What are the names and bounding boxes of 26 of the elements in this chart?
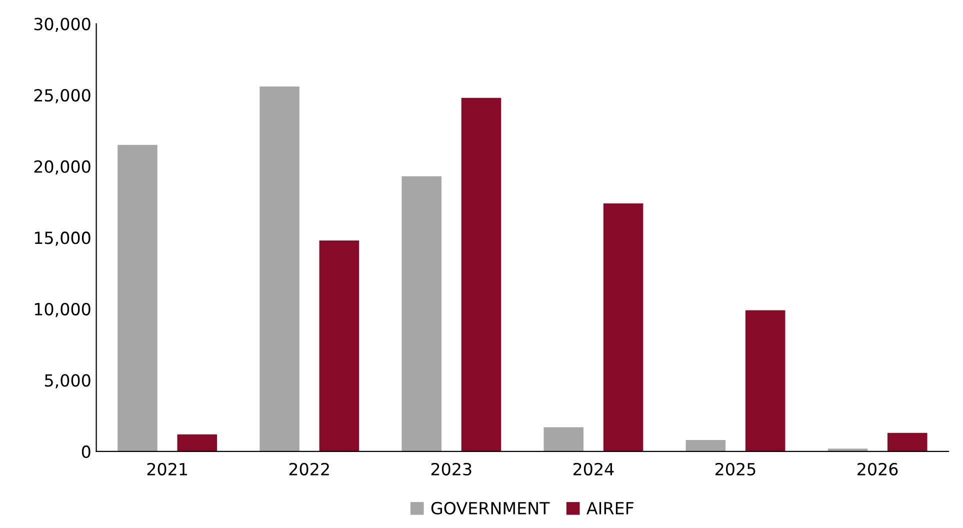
x-tick-label: 2022 <box>289 462 329 476</box>
x-tick-label: 2025 <box>716 462 756 476</box>
bar <box>887 432 928 452</box>
bar <box>319 240 360 452</box>
y-tick-label: 10,000 <box>34 302 90 318</box>
bar <box>461 98 502 452</box>
bar <box>603 203 644 452</box>
y-tick-label: 30,000 <box>34 18 90 32</box>
y-tick-label: 25,000 <box>34 89 90 104</box>
bar <box>745 310 786 452</box>
bar <box>402 176 442 452</box>
bar <box>686 440 726 452</box>
x-tick-label: 2021 <box>147 462 187 476</box>
bar <box>260 86 300 452</box>
x-tick-label: 2026 <box>858 462 898 476</box>
y-tick-label: 5,000 <box>45 374 90 388</box>
y-tick-label: 0 <box>82 445 90 458</box>
bar <box>544 427 584 452</box>
y-tick-label: 20,000 <box>34 160 90 175</box>
bar <box>177 434 218 452</box>
x-tick-label: 2024 <box>573 462 614 476</box>
bar <box>118 144 158 452</box>
y-tick-label: 15,000 <box>34 232 90 246</box>
legend-label: AIREF <box>586 502 634 514</box>
x-tick-label: 2023 <box>431 462 472 476</box>
legend-label: GOVERNMENT <box>431 502 550 514</box>
